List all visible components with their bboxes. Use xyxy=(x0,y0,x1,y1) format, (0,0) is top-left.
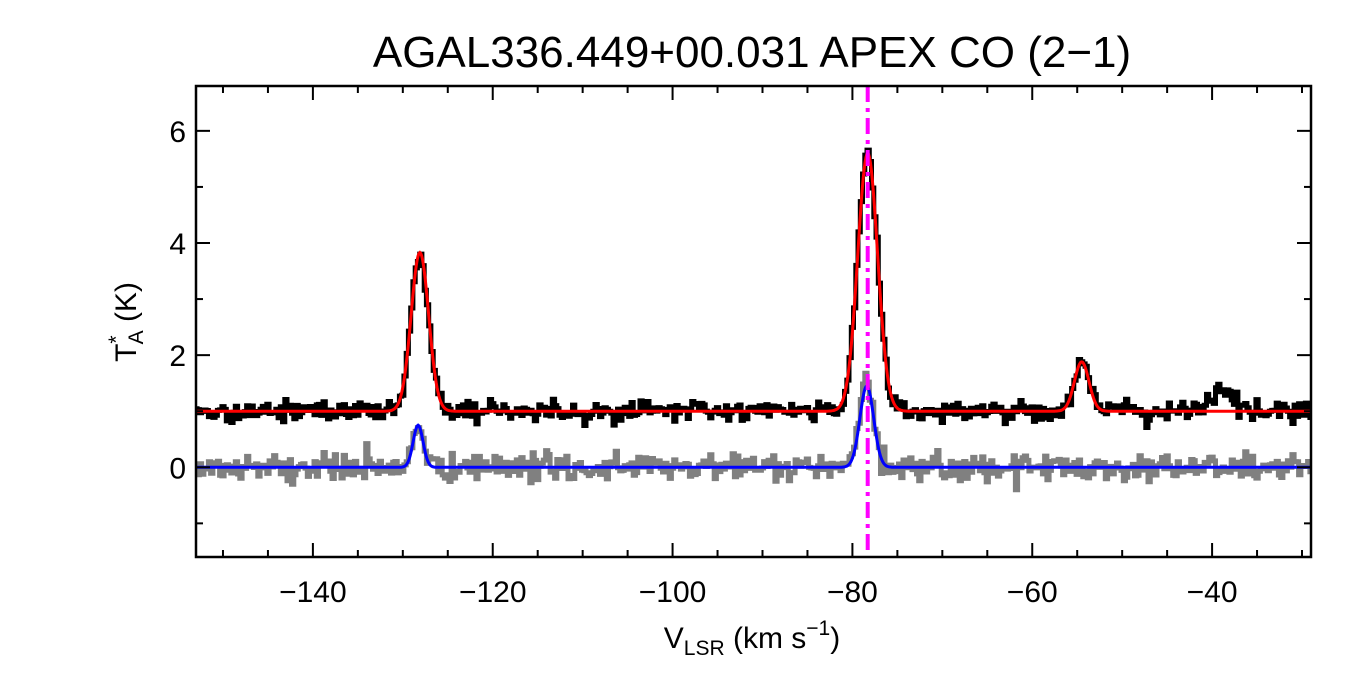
x-tick-label: −120 xyxy=(459,576,527,609)
axes: −140 −120 −100 −80 −60 −40 0 2 4 6 xyxy=(169,84,1313,609)
y-axis-label: T*A (K) xyxy=(105,282,148,362)
x-tick-label: −60 xyxy=(1007,576,1058,609)
y-axis-label-main: T xyxy=(110,344,143,362)
co21-spectrum-line xyxy=(196,147,1311,430)
x-axis-label-close: ) xyxy=(830,622,840,655)
y-tick-label: 6 xyxy=(169,116,186,149)
y-axis-label-subscript: A xyxy=(125,330,148,344)
x-axis-label-subscript: LSR xyxy=(684,637,725,660)
x-tick-label: −140 xyxy=(279,576,347,609)
x-axis-label-superscript: −1 xyxy=(806,617,830,640)
y-axis-label-superscript: * xyxy=(105,335,128,343)
y-tick-label: 0 xyxy=(169,452,186,485)
isotopologue-spectrum-line xyxy=(196,370,1311,493)
x-axis-label-units: (km s xyxy=(725,622,807,655)
x-tick-label: −80 xyxy=(827,576,878,609)
co21-fit-line xyxy=(196,151,1311,413)
chart-title: AGAL336.449+00.031 APEX CO (2−1) xyxy=(373,28,1131,77)
plot-area xyxy=(196,86,1311,557)
y-tick-label: 4 xyxy=(169,228,186,261)
y-axis-label-units: (K) xyxy=(110,282,143,330)
x-tick-label: −40 xyxy=(1187,576,1238,609)
x-tick-label: −100 xyxy=(639,576,707,609)
isotopologue-fit-line xyxy=(196,384,1311,469)
x-axis-label-main: V xyxy=(664,622,684,655)
y-tick-label: 2 xyxy=(169,340,186,373)
plot-frame xyxy=(194,84,1313,559)
x-axis-label: VLSR (km s−1) xyxy=(664,617,840,660)
